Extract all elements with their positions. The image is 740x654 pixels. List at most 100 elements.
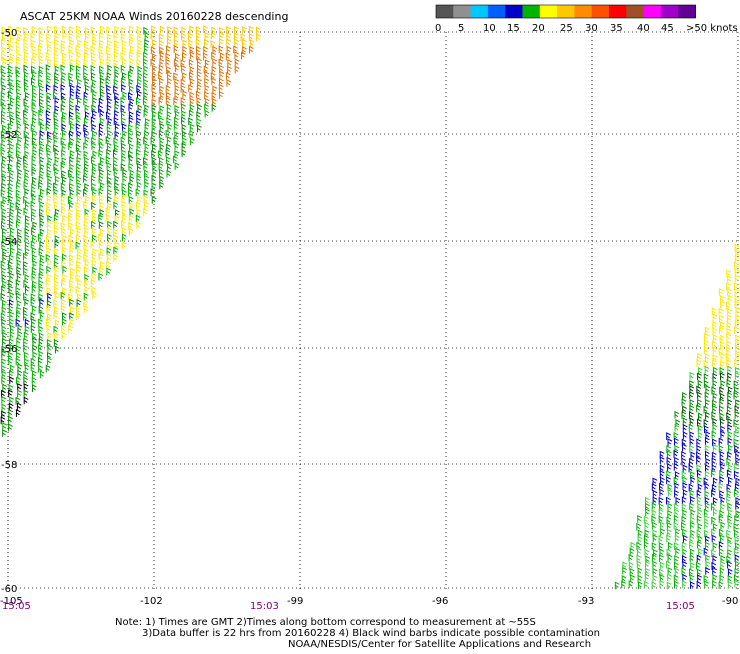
wind-barb [15,357,21,366]
wind-barb [144,118,150,126]
wind-barb [24,215,30,223]
wind-barb [682,391,687,400]
wind-barb [1,273,7,282]
wind-barb [113,117,119,125]
legend-swatch [470,5,489,18]
wind-barb [1,182,6,191]
wind-barb [83,234,89,243]
wind-barb [68,214,73,223]
wind-barb [727,288,732,296]
wind-barb [629,567,635,576]
wind-barb [181,123,187,132]
wind-barb [673,476,679,485]
wind-barb [182,52,187,61]
wind-barb [46,202,51,211]
wind-barb [76,253,82,262]
wind-barb [30,325,36,333]
wind-barb [120,163,126,171]
wind-barb [711,516,716,525]
wind-barb [8,408,14,417]
wind-barb [60,222,66,230]
wind-barb [1,365,6,373]
wind-barb [727,574,733,583]
wind-barb [75,241,81,250]
wind-barb [180,59,186,68]
wind-barb [106,84,111,93]
wind-barb [159,33,164,42]
wind-barb [137,78,142,87]
wind-barb [31,155,37,164]
wind-barb [54,148,60,157]
wind-barb [62,312,67,321]
wind-barb [727,391,732,400]
wind-barb [46,117,51,125]
wind-barb [143,58,148,67]
wind-barb [167,31,172,40]
wind-barb [60,161,66,170]
wind-barb [135,188,141,197]
wind-barb [0,189,6,198]
wind-barb [226,38,232,47]
wind-barb [114,103,120,112]
wind-barb [734,554,740,563]
wind-barb [122,174,128,183]
wind-barb [128,51,134,60]
wind-barb [38,233,43,242]
wind-barb [23,344,28,353]
wind-barb [15,409,21,417]
wind-barb [54,319,60,328]
wind-barb [98,149,104,158]
wind-barb [38,109,44,118]
wind-barb [39,105,45,113]
wind-barb [60,45,66,54]
wind-barb [15,110,21,119]
wind-barb [31,254,37,263]
wind-barb [203,65,209,74]
wind-barb [8,338,14,347]
wind-barb [720,300,725,309]
wind-barb [629,547,635,556]
wind-barb [30,77,36,86]
wind-barb [720,496,726,505]
wind-barb [9,376,15,385]
wind-barb [212,58,218,66]
wind-barb [107,129,112,138]
wind-barb [159,105,165,113]
wind-barb [54,105,60,113]
wind-barb [30,39,36,48]
wind-barb [69,58,75,67]
wind-barb [705,560,711,569]
wind-barb [99,77,105,86]
wind-barb [719,405,724,414]
wind-barb [16,181,21,190]
wind-barb [105,214,111,222]
wind-barb [54,46,59,55]
wind-barb [143,72,148,81]
wind-barb [47,181,52,190]
wind-barb [166,103,172,112]
wind-barb [166,111,172,119]
wind-barb [210,40,216,48]
wind-barb [128,214,134,223]
wind-barb [197,57,202,66]
wind-barb [674,482,680,491]
wind-barb [129,208,135,217]
wind-barb [113,254,119,262]
legend-swatch [591,5,610,18]
wind-barb [84,183,90,191]
wind-barb [696,561,701,570]
wind-barb [83,129,89,138]
wind-barb [68,78,74,87]
latitude-label: -56 [1,344,17,355]
wind-barb [719,334,725,343]
wind-barb [98,123,104,131]
wind-barb [46,40,52,48]
wind-barb [705,411,710,420]
legend-label: 10 [483,23,496,34]
wind-barb [711,307,717,316]
wind-barb [734,444,739,453]
wind-barb [711,489,716,498]
wind-barb [83,168,89,177]
wind-barb [189,104,195,112]
wind-barb [39,228,45,237]
